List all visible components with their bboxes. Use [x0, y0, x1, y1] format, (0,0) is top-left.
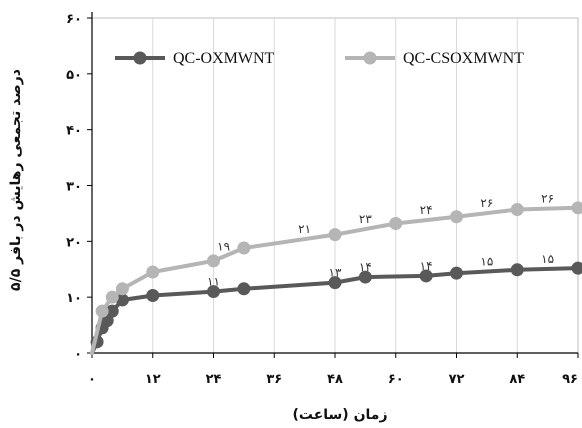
data-point — [510, 203, 524, 217]
data-point — [95, 304, 109, 318]
data-point — [207, 254, 220, 268]
data-point — [105, 304, 119, 318]
legend-label: QC-CSOXMWNT — [403, 50, 524, 67]
legend-marker — [133, 51, 147, 65]
y-tick-labels: ۰ ۱۰ ۲۰ ۳۰ ۴۰ ۵۰ ۶۰ — [66, 12, 82, 362]
x-tick-label: ۹۶ — [562, 372, 578, 387]
data-point — [450, 210, 463, 224]
x-tick-label: ۴۸ — [327, 372, 343, 387]
y-tick-label: ۰ — [74, 347, 82, 362]
data-label: ۱۹ — [217, 240, 230, 254]
data-point — [419, 269, 433, 283]
y-axis-title: درصد تجمعی رهایش در بافر ۵/۵ — [8, 69, 24, 291]
y-tick-label: ۲۰ — [66, 235, 82, 250]
data-point — [328, 276, 342, 290]
x-tick-label: ۸۴ — [509, 372, 525, 387]
data-label: ۲۱ — [298, 222, 311, 236]
series-layer: ۱۱ ۱۳ ۱۴ ۱۴ ۱۵ ۱۵ ۱۹ ۲۱ ۲۳ ۲۴ ۲۶ ۲۶ — [90, 192, 582, 355]
data-point — [115, 293, 129, 307]
data-label: ۱۴ — [359, 260, 372, 274]
data-label: ۱۳ — [329, 266, 342, 280]
y-tick-label: ۴۰ — [66, 124, 82, 139]
data-point — [389, 216, 403, 230]
legend-marker — [363, 51, 377, 65]
x-tick-label: ۱۲ — [145, 372, 161, 387]
data-point — [571, 201, 582, 215]
y-tick-label: ۳۰ — [66, 180, 82, 195]
data-label: ۱۱ — [207, 275, 220, 289]
y-tick-label: ۵۰ — [66, 68, 82, 83]
x-tick-label: ۳۶ — [266, 372, 282, 387]
gridlines — [152, 18, 518, 353]
data-label: ۱۴ — [420, 259, 433, 273]
data-point — [571, 261, 582, 275]
data-point — [450, 266, 463, 280]
x-tick-label: ۰ — [88, 372, 96, 387]
data-point — [105, 290, 119, 304]
data-point — [146, 265, 160, 279]
y-tick-label: ۶۰ — [66, 12, 82, 27]
x-axis-title: زمان (ساعت) — [292, 407, 387, 423]
x-tick-labels: ۰ ۱۲ ۲۴ ۳۶ ۴۸ ۶۰ ۷۲ ۸۴ ۹۶ — [88, 372, 578, 387]
x-tick-label: ۲۴ — [206, 372, 222, 387]
legend: QC-OXMWNT QC-CSOXMWNT — [115, 50, 524, 67]
data-point — [358, 270, 372, 284]
data-point — [237, 282, 251, 296]
legend-label: QC-OXMWNT — [173, 50, 275, 67]
data-label: ۲۴ — [420, 203, 433, 217]
data-label: ۱۵ — [480, 254, 493, 268]
data-point — [115, 282, 129, 296]
y-tick-label: ۱۰ — [66, 291, 82, 306]
data-point — [237, 241, 251, 255]
data-label: ۲۶ — [541, 192, 554, 206]
data-point — [207, 285, 220, 299]
data-label: ۲۶ — [480, 196, 493, 210]
data-label: ۲۳ — [359, 212, 372, 226]
data-label: ۱۵ — [541, 252, 554, 266]
data-point — [146, 288, 160, 302]
data-point — [328, 228, 342, 242]
x-tick-label: ۶۰ — [388, 372, 404, 387]
x-tick-label: ۷۲ — [449, 372, 465, 387]
data-point — [510, 263, 524, 277]
